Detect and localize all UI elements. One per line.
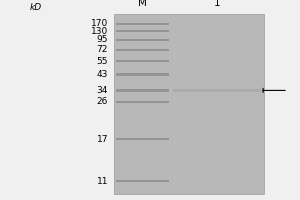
Text: 26: 26	[97, 98, 108, 106]
Bar	[116, 23, 169, 25]
Text: 43: 43	[97, 70, 108, 79]
Text: 17: 17	[97, 134, 108, 144]
Bar	[114, 14, 264, 194]
Bar	[116, 60, 169, 62]
Text: M: M	[138, 0, 147, 8]
Bar	[116, 39, 169, 41]
Text: 34: 34	[97, 86, 108, 95]
Bar	[116, 49, 169, 51]
Bar	[116, 180, 169, 182]
Text: 95: 95	[97, 36, 108, 45]
Bar	[116, 138, 169, 140]
Text: 170: 170	[91, 20, 108, 28]
Text: kD: kD	[30, 3, 42, 12]
Text: 11: 11	[97, 176, 108, 186]
Bar	[116, 30, 169, 32]
Bar	[116, 101, 169, 103]
Bar	[116, 73, 169, 76]
Bar	[116, 89, 169, 92]
Text: 72: 72	[97, 46, 108, 54]
Text: 55: 55	[97, 56, 108, 66]
Text: 130: 130	[91, 26, 108, 36]
Bar	[172, 89, 261, 92]
Text: 1: 1	[214, 0, 221, 8]
